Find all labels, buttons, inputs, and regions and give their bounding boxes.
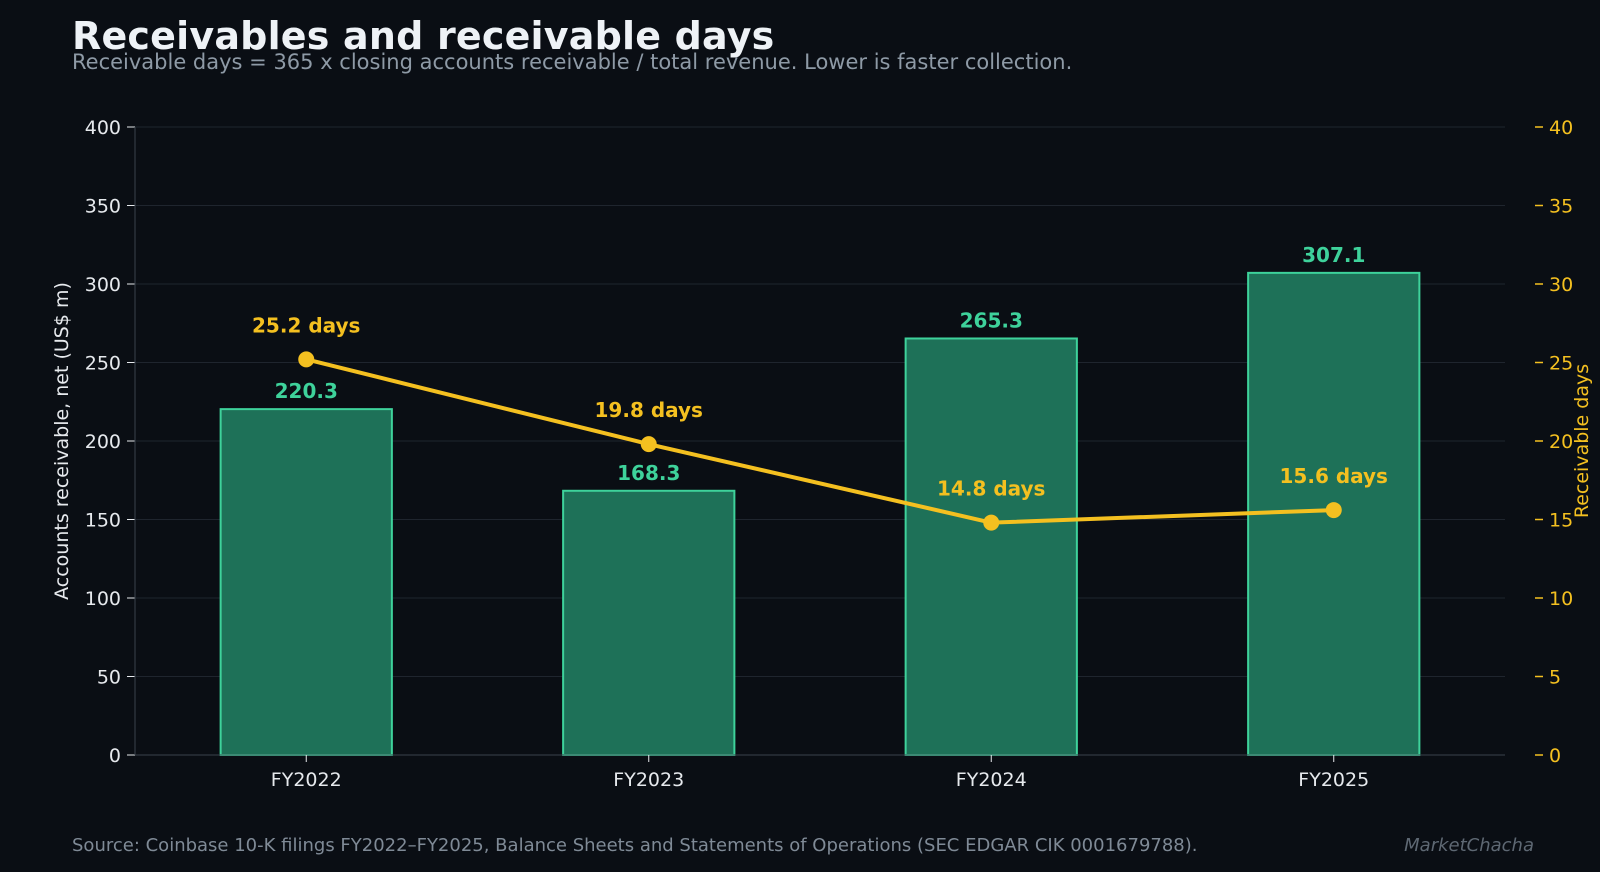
bar-value-label: 168.3 (617, 461, 680, 485)
y-tick-label: 100 (85, 588, 121, 610)
receivable-days-path (304, 357, 1336, 525)
receivable-days-point (298, 351, 315, 368)
receivable-days-point (1325, 502, 1342, 519)
source-note: Source: Coinbase 10-K filings FY2022–FY2… (72, 835, 1198, 856)
bar-value-label: 265.3 (960, 308, 1023, 332)
y2-tick-label: 5 (1549, 667, 1561, 689)
bar-fy2023 (562, 489, 736, 756)
y-tick-label: 0 (109, 745, 121, 767)
y2-tick-label: 40 (1549, 117, 1573, 139)
y2-tick-label: 10 (1549, 588, 1573, 610)
y-tick-label: 400 (85, 117, 121, 139)
receivable-days-label: 15.6 days (1280, 464, 1388, 488)
bar-value-label: 307.1 (1302, 243, 1365, 267)
x-tick-label: FY2024 (956, 769, 1027, 791)
y2-tick-label: 25 (1549, 353, 1573, 375)
receivable-days-label: 14.8 days (937, 477, 1045, 501)
receivable-days-point (983, 514, 1000, 531)
y2-tick-label: 20 (1549, 431, 1573, 453)
receivable-days-line (298, 351, 1342, 531)
axes: 0 50 100 150 200 250 300 350 400 0 5 10 15 20 25 30 35 40… (51, 117, 1593, 791)
x-tick-label: FY2025 (1298, 769, 1369, 791)
y-tick-label: 300 (85, 274, 121, 296)
y-tick-label: 250 (85, 353, 121, 375)
chart-title: Receivables and receivable days (72, 14, 775, 58)
y2-tick-label: 30 (1549, 274, 1573, 296)
data-labels: 220.3 168.3 265.3 307.1 25.2 days 19.8 days 14… (252, 243, 1388, 501)
y-tick-label: 50 (97, 667, 121, 689)
receivable-days-label: 19.8 days (595, 398, 703, 422)
y-tick-label: 200 (85, 431, 121, 453)
receivable-days-label: 25.2 days (252, 313, 360, 337)
y2-axis-label: Receivable days (1571, 364, 1593, 518)
y-tick-label: 350 (85, 196, 121, 218)
bar-value-label: 220.3 (275, 379, 338, 403)
y2-tick-label: 0 (1549, 745, 1561, 767)
y2-tick-label: 15 (1549, 510, 1573, 532)
x-tick-label: FY2023 (613, 769, 684, 791)
y2-tick-label: 35 (1549, 196, 1573, 218)
bar-fy2022 (219, 408, 393, 756)
x-tick-label: FY2022 (271, 769, 342, 791)
y-tick-label: 150 (85, 510, 121, 532)
bar-fy2024 (904, 337, 1078, 756)
bars (219, 271, 1421, 756)
y-axis-label: Accounts receivable, net (US$ m) (51, 282, 73, 600)
brand-watermark: MarketChacha (1404, 835, 1534, 856)
receivable-days-point (640, 436, 657, 453)
chart-subtitle: Receivable days = 365 x closing accounts… (72, 50, 1073, 74)
